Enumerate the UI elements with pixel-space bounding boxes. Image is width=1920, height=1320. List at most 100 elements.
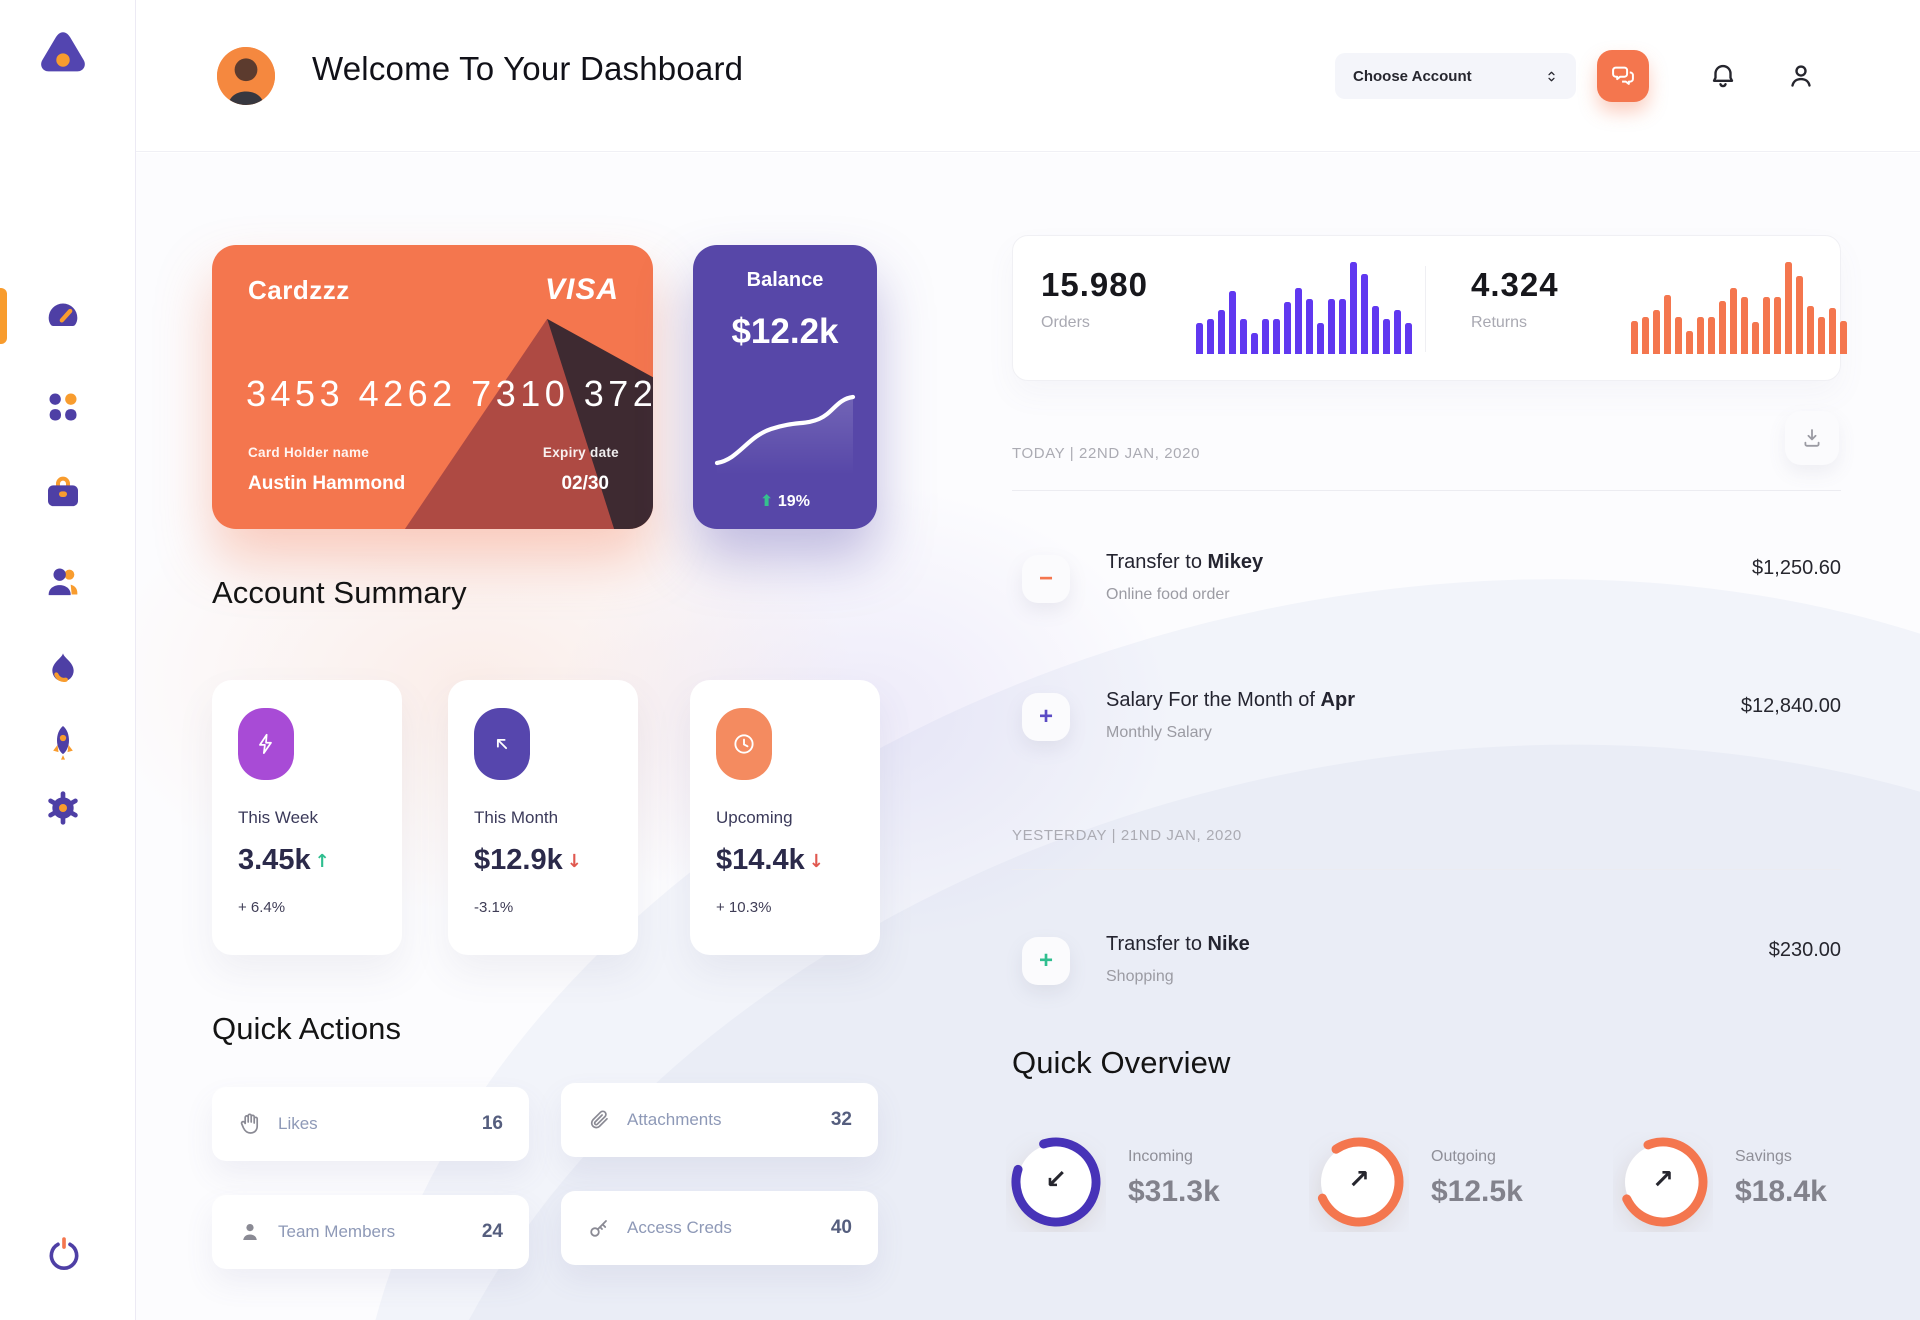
choose-account-dropdown[interactable]: Choose Account <box>1335 53 1576 99</box>
quick-action-label: Team Members <box>278 1222 396 1241</box>
down-arrow-icon: ↓ <box>566 851 582 872</box>
expiry-label: Expiry date <box>542 445 619 460</box>
orders-value: 15.980 <box>1041 266 1148 303</box>
transaction-title: Transfer to Mikey <box>1106 551 1264 573</box>
sidebar-item-portfolio[interactable] <box>43 472 83 512</box>
sidebar-item-launch[interactable] <box>43 723 83 763</box>
balance-value: $12.2k <box>731 312 839 351</box>
quick-action-label: Likes <box>278 1114 318 1133</box>
orders-bars-chart <box>1196 262 1412 354</box>
notifications-button[interactable] <box>1708 61 1738 91</box>
sidebar-item-settings[interactable] <box>43 788 83 828</box>
logout-button[interactable] <box>45 1235 83 1273</box>
balance-trend-chart <box>714 394 856 475</box>
quick-action-access-creds[interactable]: Access Creds 40 <box>561 1191 878 1265</box>
balance-label: Balance <box>746 269 824 291</box>
returns-value: 4.324 <box>1471 266 1559 303</box>
quick-action-label: Attachments <box>627 1110 722 1129</box>
briefcase-icon <box>48 476 78 507</box>
quick-action-count: 40 <box>830 1217 852 1238</box>
page-title: Welcome To Your Dashboard <box>312 50 744 87</box>
transaction-title: Salary For the Month of Apr <box>1106 689 1355 711</box>
quick-action-likes[interactable]: Likes 16 <box>212 1087 529 1161</box>
transaction-amount: $230.00 <box>1768 939 1841 961</box>
orders-label: Orders <box>1041 314 1090 331</box>
power-icon <box>49 1237 79 1270</box>
rocket-icon <box>53 726 73 760</box>
card-number: 3453 4262 7310 3728 <box>246 373 653 414</box>
divider <box>1012 869 1841 870</box>
divider <box>1425 266 1426 352</box>
sidebar <box>0 0 136 1320</box>
transaction-row[interactable]: − Transfer to Mikey Online food order $1… <box>1012 551 1841 625</box>
download-button[interactable] <box>1785 411 1839 465</box>
lightning-icon <box>238 708 294 780</box>
transaction-row[interactable]: + Salary For the Month of Apr Monthly Sa… <box>1012 689 1841 763</box>
plus-icon: + <box>1022 937 1070 985</box>
avatar-photo <box>217 47 275 105</box>
transaction-row[interactable]: + Transfer to Nike Shopping $230.00 <box>1012 933 1841 1007</box>
active-nav-indicator <box>0 288 7 344</box>
up-arrow-icon: ⬆ <box>760 491 774 510</box>
grid-icon <box>49 393 77 421</box>
savings-value: $18.4k <box>1735 1175 1827 1208</box>
minus-icon: − <box>1022 555 1070 603</box>
sidebar-item-team[interactable] <box>43 562 83 602</box>
member-icon <box>243 1224 257 1240</box>
transaction-subtitle: Monthly Salary <box>1106 724 1212 741</box>
key-icon <box>590 1220 607 1237</box>
arrow-up-left-icon <box>474 708 530 780</box>
flame-icon <box>52 653 74 682</box>
app-logo[interactable] <box>30 26 96 92</box>
quick-actions-title: Quick Actions <box>212 1011 402 1046</box>
incoming-label: Incoming <box>1128 1148 1193 1165</box>
returns-label: Returns <box>1471 314 1528 331</box>
incoming-ring-gauge: ↙ <box>1006 1132 1106 1232</box>
choose-account-label: Choose Account <box>1353 67 1472 85</box>
plus-icon: + <box>1022 693 1070 741</box>
transaction-amount: $1,250.60 <box>1752 557 1841 579</box>
clock-icon <box>716 708 772 780</box>
triangle-logo-icon <box>41 32 85 72</box>
main-content: Cardzzz VISA 3453 4262 7310 3728 Card Ho… <box>136 153 1920 1320</box>
savings-label: Savings <box>1735 1148 1792 1165</box>
profile-button[interactable] <box>1786 61 1816 91</box>
sidebar-item-apps[interactable] <box>43 387 83 427</box>
balance-change: ⬆ 19% <box>760 491 810 510</box>
bell-icon <box>1712 64 1734 88</box>
down-left-arrow-icon: ↙ <box>1045 1165 1067 1195</box>
quick-action-count: 32 <box>830 1109 852 1130</box>
returns-bars-chart <box>1631 262 1847 354</box>
quick-action-attachments[interactable]: Attachments 32 <box>561 1083 878 1157</box>
quick-action-team-members[interactable]: Team Members 24 <box>212 1195 529 1269</box>
quick-overview-title: Quick Overview <box>1012 1045 1231 1080</box>
sidebar-item-trending[interactable] <box>43 649 83 689</box>
summary-value: $14.4k ↓ <box>716 844 824 876</box>
messages-button[interactable] <box>1597 50 1649 102</box>
transaction-subtitle: Shopping <box>1106 968 1174 985</box>
summary-label: Upcoming <box>716 808 793 827</box>
download-icon <box>1804 429 1820 447</box>
expiry-value: 02/30 <box>561 473 609 494</box>
header: Welcome To Your Dashboard Choose Account <box>136 0 1920 152</box>
credit-card: Cardzzz VISA 3453 4262 7310 3728 Card Ho… <box>212 245 653 529</box>
user-icon <box>1791 65 1811 87</box>
card-holder-label: Card Holder name <box>248 445 370 460</box>
user-avatar[interactable] <box>217 47 275 105</box>
today-group-label: TODAY | 22ND JAN, 2020 <box>1012 445 1201 462</box>
sidebar-item-dashboard[interactable] <box>43 296 83 336</box>
transaction-subtitle: Online food order <box>1106 586 1230 603</box>
orders-returns-card: 15.980 Orders 4.324 Returns <box>1012 235 1847 381</box>
up-arrow-icon: ↑ <box>314 851 330 872</box>
summary-card-this-month: This Month $12.9k ↓ -3.1% <box>448 680 638 955</box>
down-arrow-icon: ↓ <box>808 851 824 872</box>
users-icon <box>48 568 78 596</box>
speedometer-icon <box>48 303 78 326</box>
savings-ring-gauge: ↗ <box>1613 1132 1713 1232</box>
up-right-arrow-icon: ↗ <box>1652 1165 1674 1195</box>
summary-change: -3.1% <box>474 899 514 916</box>
summary-label: This Week <box>238 808 318 827</box>
transaction-amount: $12,840.00 <box>1740 695 1841 717</box>
card-holder-name: Austin Hammond <box>248 473 406 494</box>
quick-action-count: 16 <box>481 1113 503 1134</box>
